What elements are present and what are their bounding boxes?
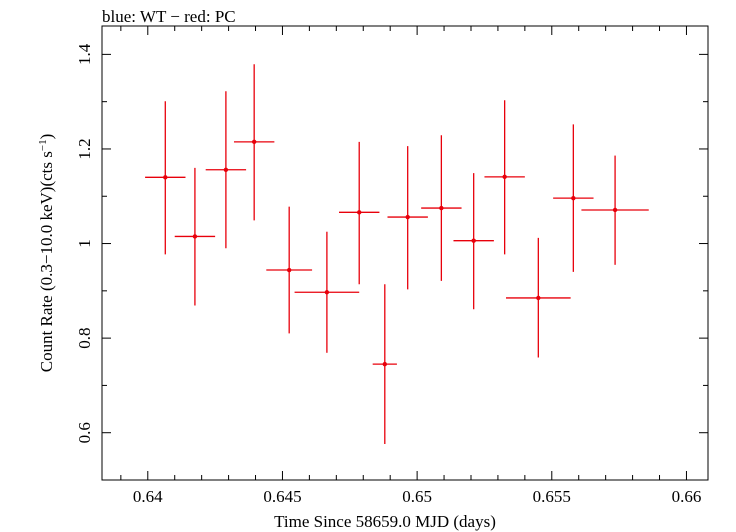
y-tick-label: 1: [75, 239, 94, 248]
data-marker: [163, 175, 168, 180]
data-point: [553, 124, 594, 272]
data-point: [339, 141, 380, 285]
data-point: [266, 206, 313, 334]
x-tick-label: 0.64: [133, 487, 163, 506]
y-ticks: [102, 53, 708, 481]
data-point: [421, 135, 462, 281]
data-point: [205, 91, 247, 249]
y-axis-label-main: Count Rate (0.3−10.0 keV)(cts s: [37, 151, 56, 372]
y-tick-labels: 0.6 0.8 1 1.2 1.4: [75, 43, 94, 443]
x-ticks: [120, 26, 687, 480]
y-tick-label: 0.8: [75, 328, 94, 349]
y-tick-label: 0.6: [75, 422, 94, 443]
x-tick-label: 0.655: [533, 487, 571, 506]
data-marker: [357, 210, 362, 215]
y-axis-label-superscript: −1: [37, 139, 49, 151]
y-axis-label-end: ): [37, 134, 56, 140]
data-marker: [536, 295, 541, 301]
y-axis-label: Count Rate (0.3−10.0 keV)(cts s−1): [37, 134, 56, 373]
data-marker: [502, 174, 507, 180]
data-marker: [405, 214, 410, 220]
data-marker: [192, 234, 198, 239]
plot-title: blue: WT − red: PC: [102, 7, 236, 26]
data-point: [453, 173, 494, 310]
data-point: [145, 101, 186, 255]
data-marker: [382, 361, 387, 367]
data-point: [174, 167, 216, 306]
data-marker: [439, 205, 444, 211]
x-tick-label: 0.645: [263, 487, 301, 506]
data-marker: [251, 139, 257, 145]
x-tick-label: 0.66: [672, 487, 702, 506]
data-point: [294, 231, 360, 353]
x-axis-label: Time Since 58659.0 MJD (days): [274, 512, 496, 531]
data-point: [387, 146, 428, 290]
y-tick-label: 1.2: [75, 138, 94, 159]
plot-frame: [101, 25, 709, 481]
data-point: [484, 100, 525, 255]
data-marker: [612, 207, 618, 213]
data-marker: [286, 267, 292, 273]
data-point: [372, 284, 397, 445]
data-marker: [223, 167, 229, 172]
data-point: [581, 155, 649, 265]
data-point: [506, 237, 571, 358]
y-tick-label: 1.4: [75, 43, 94, 65]
x-tick-label: 0.65: [402, 487, 432, 506]
data-series-pc: [145, 64, 649, 445]
data-marker: [324, 290, 330, 295]
data-marker: [471, 238, 476, 243]
data-point: [233, 64, 275, 221]
data-marker: [571, 195, 576, 201]
x-tick-labels: 0.64 0.645 0.65 0.655 0.66: [133, 487, 701, 506]
